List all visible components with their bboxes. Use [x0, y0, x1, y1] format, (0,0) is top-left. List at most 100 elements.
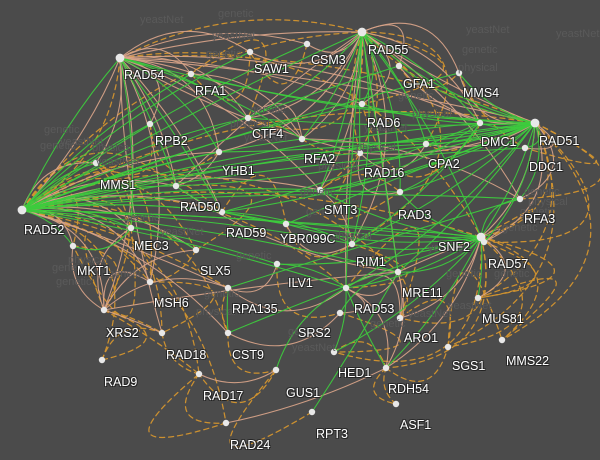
node-MMS22[interactable] — [498, 336, 506, 344]
edge-RAD53-SRS2 — [339, 287, 366, 314]
node-RPB2[interactable] — [146, 120, 154, 128]
edge-RAD55-SAW1 — [249, 31, 363, 64]
edge-RAD51-RFA2 — [301, 122, 536, 144]
node-CPA2[interactable] — [422, 140, 430, 148]
edge-MRE11-RAD50 — [175, 185, 399, 273]
edge-RAD55-RAD3 — [361, 31, 401, 193]
node-RAD53[interactable] — [342, 284, 350, 292]
node-RAD9[interactable] — [98, 356, 106, 364]
node-MEC3[interactable] — [127, 224, 135, 232]
node-YHB1[interactable] — [215, 148, 223, 156]
edge-RAD53-ARO1 — [345, 226, 420, 319]
node-YBR099C[interactable] — [282, 220, 290, 228]
node-SMT3[interactable] — [316, 186, 324, 194]
edge-RAD52-RPA135 — [21, 209, 229, 289]
edge-RAD54-SMT3 — [119, 57, 321, 191]
edge-RAD54-MSH6 — [119, 57, 160, 283]
node-RPA135[interactable] — [224, 284, 232, 292]
edge-RAD54-RAD59 — [119, 57, 223, 213]
edge-RAD52-RFA3 — [21, 193, 521, 211]
edge-SNF2-RAD59 — [221, 211, 482, 238]
node-RDH54[interactable] — [382, 364, 390, 372]
node-DMC1[interactable] — [476, 119, 484, 127]
node-MSH6[interactable] — [146, 278, 154, 286]
node-RFA1[interactable] — [187, 70, 195, 78]
edge-RFA1-CTF4 — [190, 39, 267, 119]
edge-RAD54-RAD51 — [119, 55, 536, 124]
edge-XRS2-MKT1 — [71, 245, 105, 311]
node-MMS4[interactable] — [455, 69, 463, 77]
edge-RAD52-MSH6 — [21, 170, 152, 283]
node-RAD54[interactable] — [115, 53, 125, 63]
node-DDC1[interactable] — [521, 144, 529, 152]
edge-GUS1-RAD53 — [275, 287, 347, 371]
node-RAD3[interactable] — [396, 188, 404, 196]
edge-MEC3-MKT1 — [72, 227, 136, 317]
edge-RAD51-MRE11 — [397, 122, 536, 273]
node-RPT3[interactable] — [308, 408, 316, 416]
edge-RAD51-SGS1 — [447, 122, 555, 348]
node-MRE11[interactable] — [394, 268, 402, 276]
edge-RAD55-CTF4 — [247, 31, 364, 131]
node-RIM1[interactable] — [348, 240, 356, 248]
edge-SNF2-SMT3 — [319, 189, 482, 238]
edge-RAD51-RAD57 — [483, 122, 536, 243]
edge-RDH54-RAD53 — [345, 287, 387, 369]
edge-RAD51-RAD3 — [399, 122, 536, 193]
edge-SNF2-RDH54 — [385, 236, 482, 369]
edge-RAD53-RDH54 — [345, 287, 389, 369]
edge-RAD54-CSM3 — [119, 32, 308, 59]
node-SLX5[interactable] — [192, 246, 200, 254]
edge-SNF2-RAD57 — [480, 228, 501, 243]
node-ASF1[interactable] — [392, 400, 400, 408]
edge-RAD51-RAD55 — [361, 31, 536, 124]
edge-MMS1-MEC3 — [95, 162, 133, 229]
node-XRS2[interactable] — [100, 306, 108, 314]
edge-GFA1-MMS4 — [398, 65, 460, 89]
node-RAD18[interactable] — [158, 329, 166, 337]
edge-RAD51-SMT3 — [319, 122, 536, 191]
edge-SNF2-MMS22 — [480, 236, 539, 341]
node-RAD52[interactable] — [17, 205, 27, 215]
node-RAD17[interactable] — [195, 370, 203, 378]
edge-CTF4-RFA2 — [247, 103, 303, 140]
node-RAD16[interactable] — [356, 149, 364, 157]
node-HED1[interactable] — [330, 348, 338, 356]
edge-SNF2-ARO1 — [399, 236, 482, 319]
edge-MEC3-SLX5 — [130, 227, 197, 251]
edge-RAD51-RAD59 — [221, 122, 536, 213]
node-SAW1[interactable] — [246, 48, 254, 56]
node-RAD6[interactable] — [358, 100, 366, 108]
edge-RPA135-CST9 — [226, 287, 229, 334]
node-MMS1[interactable] — [92, 159, 100, 167]
node-RFA2[interactable] — [298, 135, 306, 143]
edge-RAD55-DMC1 — [361, 31, 481, 124]
node-RAD59[interactable] — [218, 208, 226, 216]
node-GUS1[interactable] — [272, 366, 280, 374]
node-CTF4[interactable] — [244, 114, 252, 122]
edge-RAD55-SMT3 — [319, 31, 378, 191]
edge-RAD52-MMS1 — [21, 162, 97, 211]
edge-RAD51-RFA3 — [519, 122, 540, 200]
node-RFA3[interactable] — [516, 195, 524, 203]
edge-RAD54-CTF4 — [119, 57, 249, 119]
edge-ILV1-RPA135 — [227, 263, 278, 293]
edge-XRS2-MEC3 — [97, 227, 132, 311]
node-CSM3[interactable] — [303, 40, 311, 48]
edge-RAD55-RAD6 — [361, 31, 445, 105]
node-GFA1[interactable] — [395, 62, 403, 70]
node-RAD50[interactable] — [172, 182, 180, 190]
node-MKT1[interactable] — [69, 242, 77, 250]
node-SRS2[interactable] — [336, 309, 344, 317]
node-CST9[interactable] — [224, 329, 232, 337]
node-RAD55[interactable] — [357, 27, 367, 37]
node-ILV1[interactable] — [273, 260, 281, 268]
node-RAD24[interactable] — [222, 419, 230, 427]
node-SGS1[interactable] — [444, 343, 452, 351]
node-MUS81[interactable] — [474, 294, 482, 302]
node-RAD51[interactable] — [530, 118, 540, 128]
node-ARO1[interactable] — [396, 314, 404, 322]
edge-RAD55-CTF4 — [247, 31, 363, 119]
node-RAD57[interactable] — [480, 238, 488, 246]
